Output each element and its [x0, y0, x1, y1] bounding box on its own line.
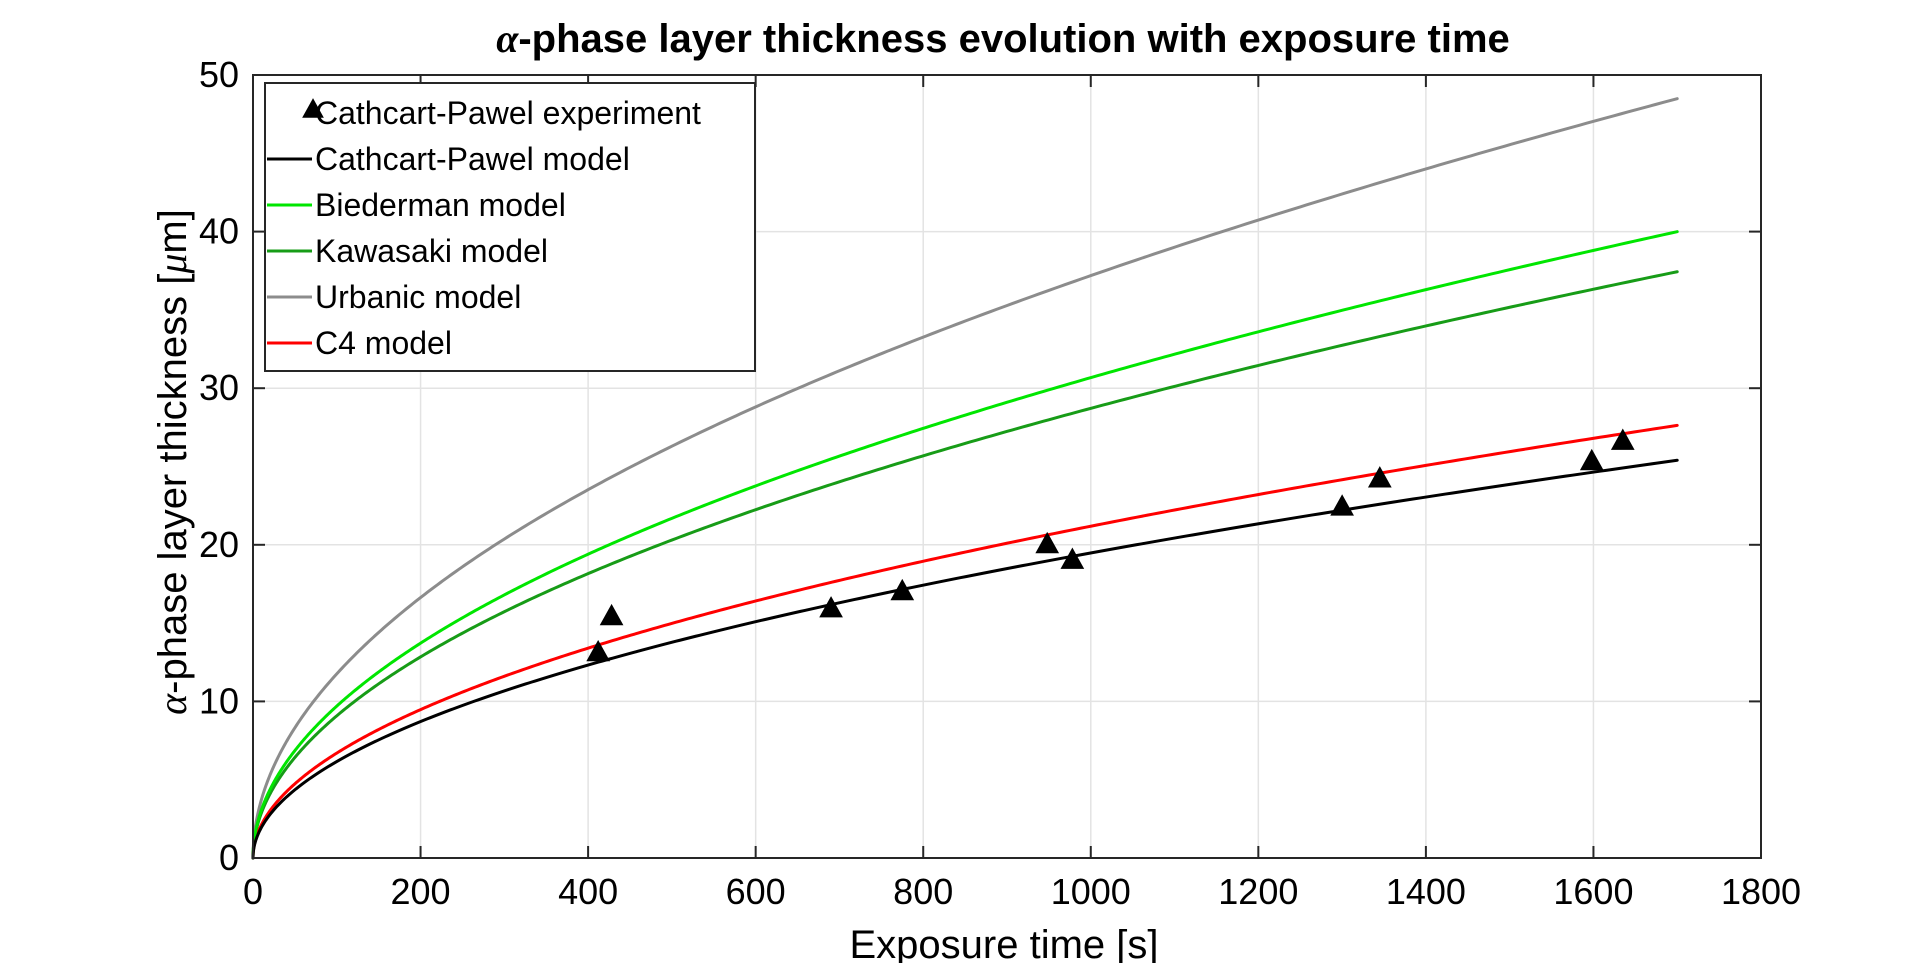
x-axis-ticks: 0 200 400 600 800 1000 1200 1400 1600 1800 [243, 75, 1801, 912]
legend-label-cathcart-pawel-experiment: Cathcart-Pawel experiment [315, 95, 701, 131]
legend-label-urbanic-model: Urbanic model [315, 279, 521, 315]
x-tick-label: 1800 [1721, 871, 1801, 912]
x-tick-label: 1200 [1218, 871, 1298, 912]
y-tick-label: 30 [199, 367, 239, 408]
legend-box [264, 82, 756, 372]
experiment-point [819, 596, 843, 618]
chart-title: α-phase layer thickness evolution with e… [496, 16, 1510, 61]
legend-label-biederman-model: Biederman model [315, 187, 566, 223]
y-tick-label: 20 [199, 524, 239, 565]
x-tick-label: 400 [558, 871, 618, 912]
experiment-point [1610, 428, 1635, 450]
y-tick-label: 10 [199, 680, 239, 721]
y-tick-label: 50 [199, 54, 239, 95]
x-tick-label: 600 [726, 871, 786, 912]
series-line-c4-model [251, 423, 1679, 860]
y-axis-ticks: 0 10 20 30 40 50 [199, 54, 1761, 878]
legend-label-cathcart-pawel-model: Cathcart-Pawel model [315, 141, 630, 177]
ylabel-unit: m] [151, 209, 195, 253]
series-line-kawasaki-model [251, 270, 1679, 860]
x-tick-label: 1000 [1051, 871, 1131, 912]
experiment-point [1367, 466, 1392, 488]
experiment-point [1035, 531, 1060, 554]
ylabel-alpha-symbol: α [150, 693, 195, 715]
legend-label-kawasaki-model: Kawasaki model [315, 233, 548, 269]
experiment-markers [586, 428, 1635, 662]
legend-items: Cathcart-Pawel experiment Cathcart-Pawel … [267, 95, 701, 361]
x-tick-label: 1600 [1553, 871, 1633, 912]
series-lines [251, 97, 1679, 860]
y-tick-label: 40 [199, 211, 239, 252]
x-tick-label: 800 [893, 871, 953, 912]
experiment-point [599, 603, 624, 626]
title-text: -phase layer thickness evolution with ex… [518, 17, 1509, 61]
experiment-point [890, 578, 915, 601]
title-alpha-symbol: α [496, 16, 519, 61]
experiment-point [1330, 494, 1354, 516]
x-tick-label: 200 [391, 871, 451, 912]
legend-label-c4-model: C4 model [315, 325, 452, 361]
experiment-point [586, 639, 611, 662]
legend: Cathcart-Pawel experiment Cathcart-Pawel … [264, 82, 756, 372]
experiment-point [1579, 448, 1604, 471]
ylabel-text: -phase layer thickness [ [151, 274, 195, 694]
y-axis-label: α-phase layer thickness [μm] [150, 209, 195, 715]
series-line-urbanic-model [251, 97, 1679, 860]
x-axis-label: Exposure time [s] [849, 923, 1158, 963]
series-line-biederman-model [251, 230, 1679, 860]
x-tick-label: 0 [243, 871, 263, 912]
ylabel-mu-symbol: μ [150, 254, 195, 275]
x-tick-label: 1400 [1386, 871, 1466, 912]
experiment-point [1060, 547, 1085, 569]
series-line-cathcart-pawel-model [251, 458, 1679, 860]
plot-frame [252, 74, 1762, 859]
y-tick-label: 0 [219, 837, 239, 878]
legend-marker-cathcart-pawel-experiment [302, 98, 324, 118]
